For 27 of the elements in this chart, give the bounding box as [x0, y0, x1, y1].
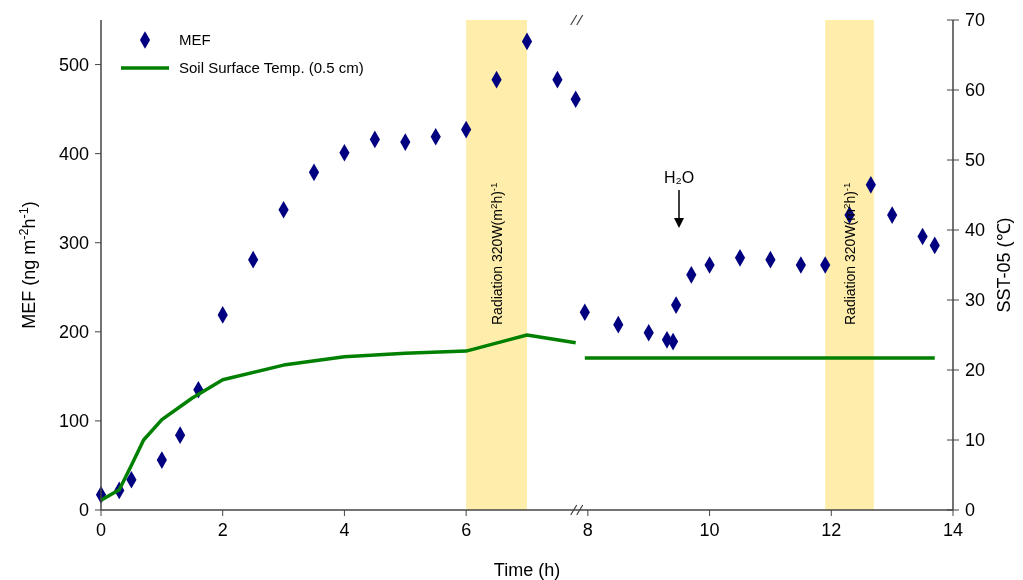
y2-tick-label: 50 [965, 150, 986, 171]
y2-tick-label: 30 [965, 290, 986, 311]
x-tick-label: 4 [339, 520, 350, 540]
y-tick-label: 300 [58, 233, 89, 254]
y2-tick-label: 20 [965, 360, 986, 381]
x-tick-label: 6 [461, 520, 472, 540]
x-tick-label: 10 [699, 520, 720, 540]
y-tick-label: 500 [58, 54, 89, 75]
y2-axis-title: SST-05 (℃) [994, 217, 1014, 313]
y2-tick-label: 60 [965, 80, 986, 101]
x-tick-label: 0 [95, 520, 107, 540]
y2-tick-label: 10 [965, 430, 986, 451]
y2-tick-label: 40 [965, 220, 986, 241]
x-axis-title: Time (h) [493, 560, 561, 580]
legend-label: MEF [179, 31, 211, 49]
y-tick-label: 200 [58, 322, 89, 343]
y-tick-label: 100 [58, 411, 89, 432]
legend-label: Soil Surface Temp. (0.5 cm) [179, 59, 364, 77]
x-tick-label: 12 [821, 520, 842, 540]
y-tick-label: 0 [78, 500, 89, 521]
y-tick-label: 400 [58, 143, 89, 164]
x-tick-label: 14 [942, 520, 964, 540]
y2-tick-label: 0 [965, 500, 976, 521]
x-tick-label: 8 [582, 520, 593, 540]
x-tick-label: 2 [217, 520, 228, 540]
annotation: H₂O [663, 169, 695, 186]
y2-tick-label: 70 [965, 10, 986, 31]
